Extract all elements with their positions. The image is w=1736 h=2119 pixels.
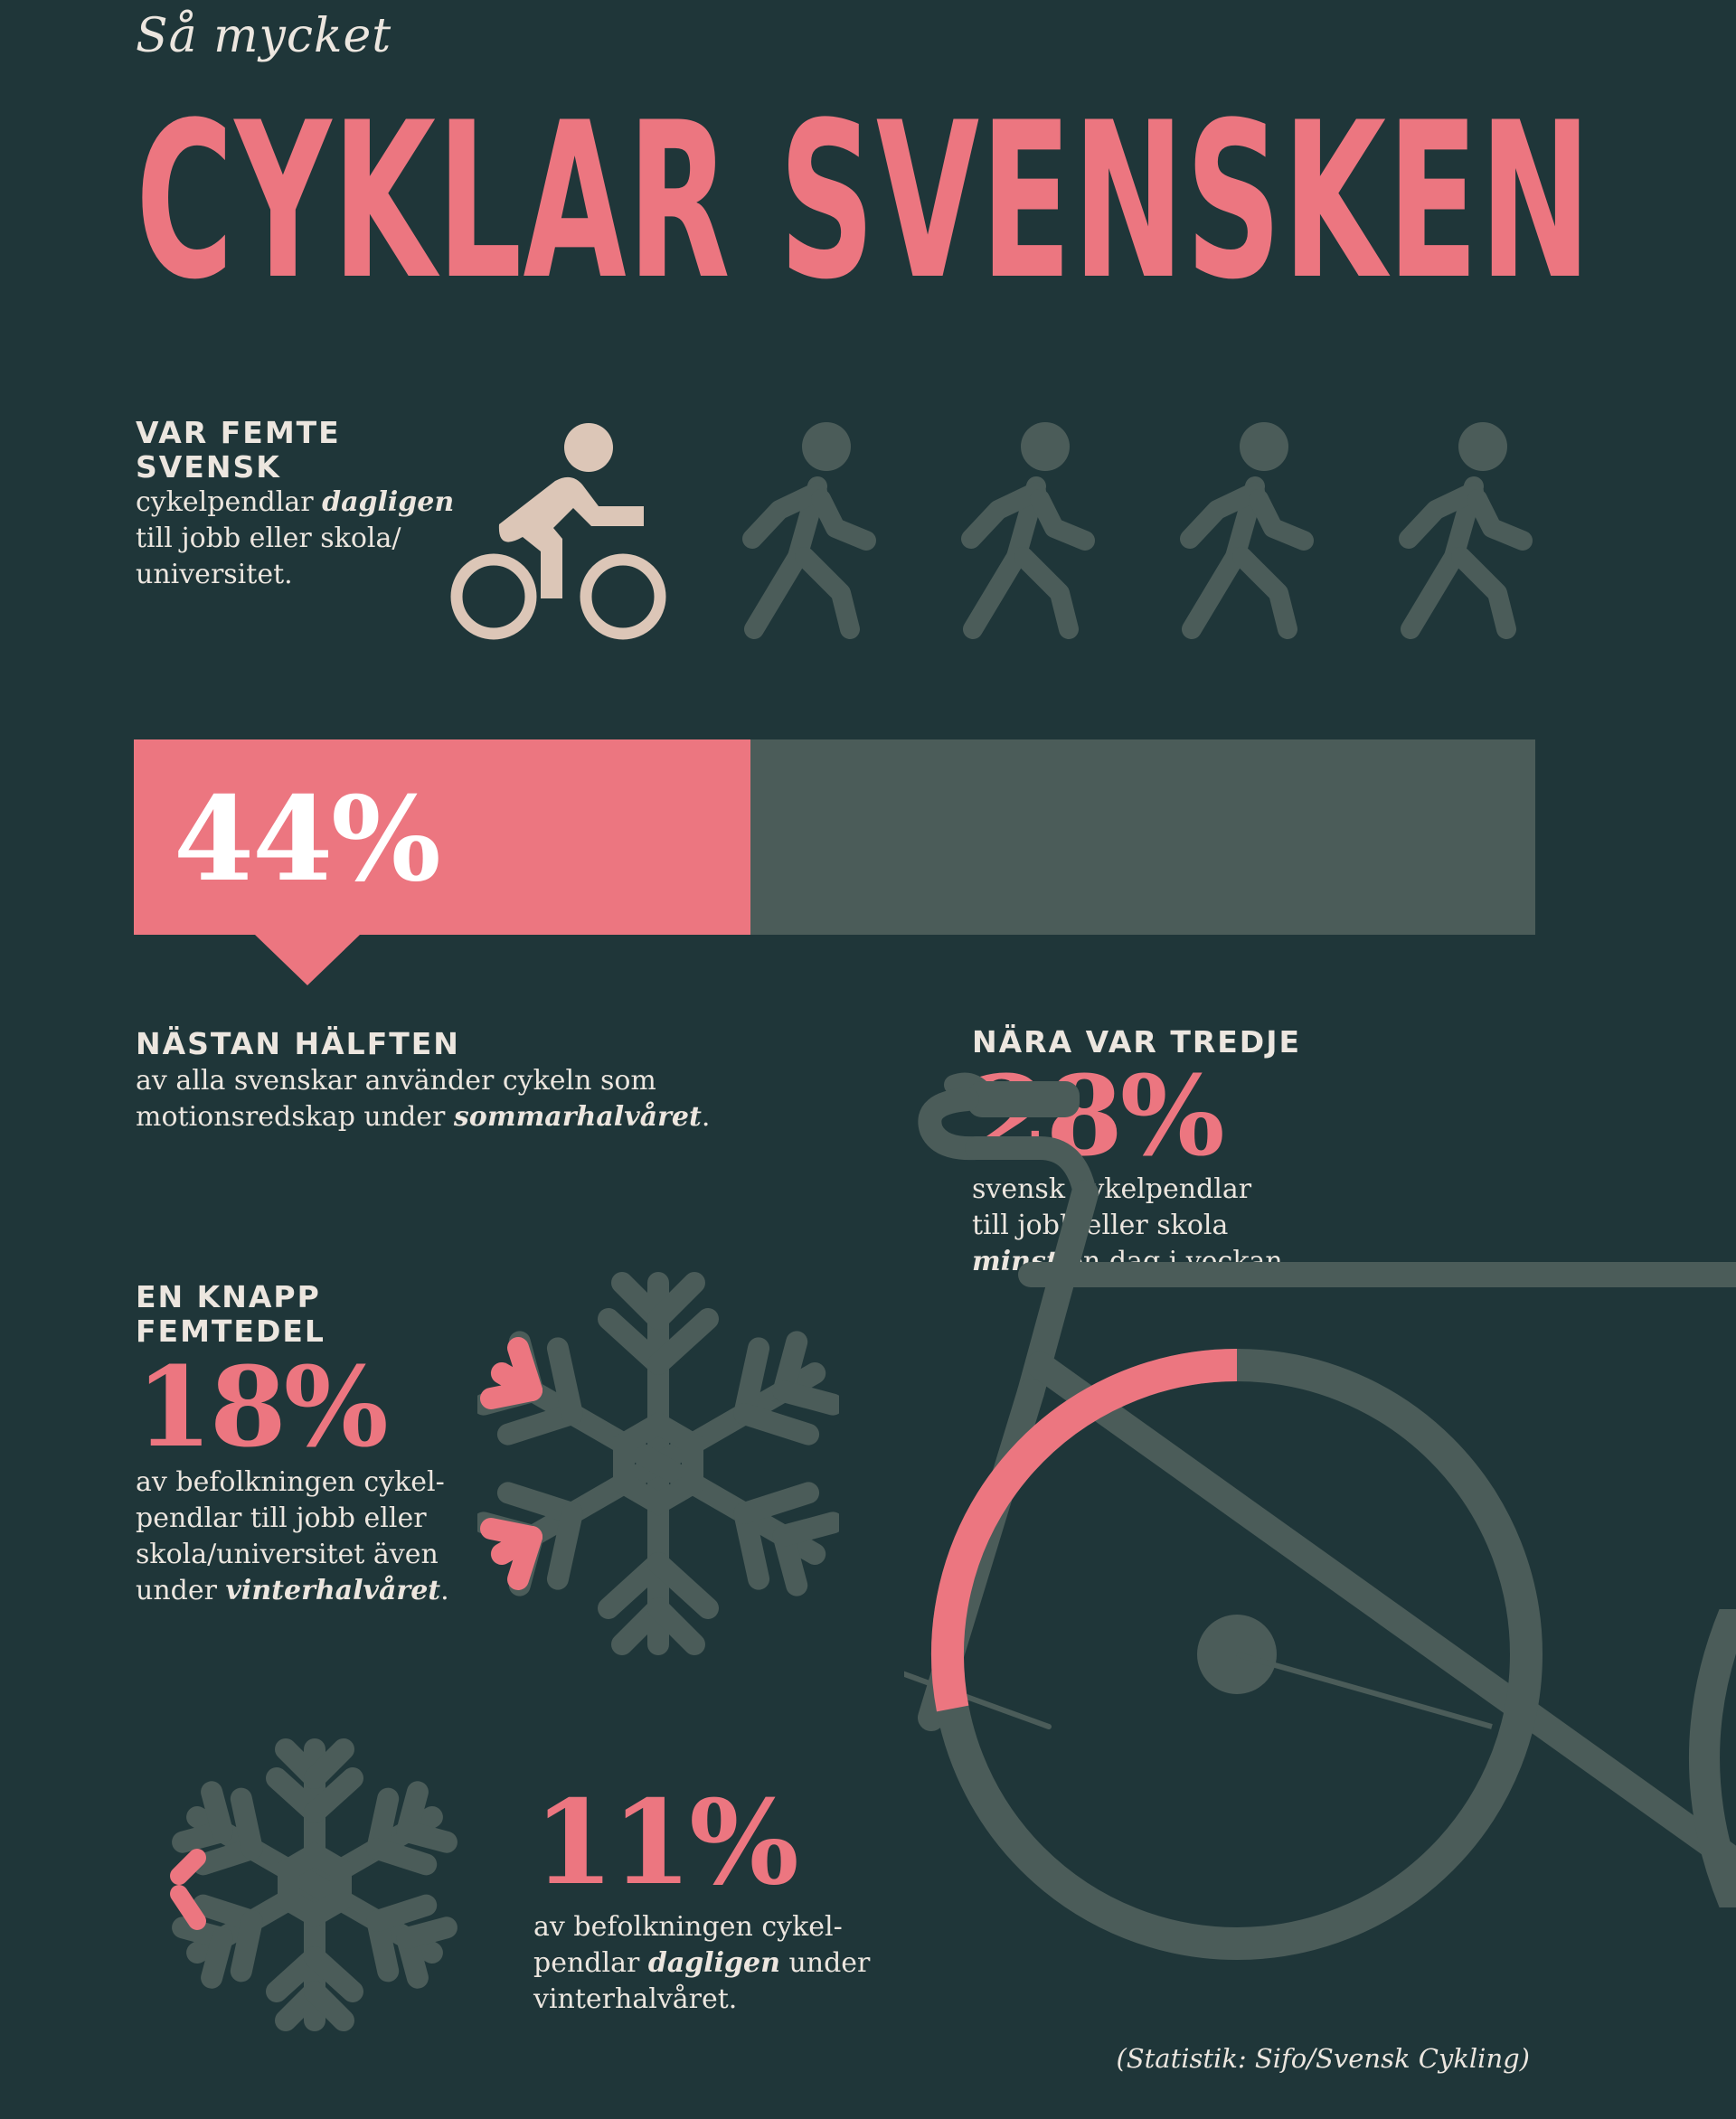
fact-winter-daily-text: av befolkningen cykel- pendlar dagligen …: [533, 1911, 871, 2015]
percentage-bar-fill: [134, 739, 750, 935]
rear-wheel-partial: [1689, 1609, 1736, 1907]
bar-pointer: [255, 935, 360, 985]
source-note: (Statistik: Sifo/Svensk Cykling): [1116, 2043, 1530, 2074]
percentage-bar-label: 44%: [174, 772, 441, 908]
fact-weekly-text: svensk cykelpendlar till jobb eller skol…: [972, 1173, 1292, 1277]
fact-weekly-heading: NÄRA VAR TREDJE: [972, 1024, 1302, 1060]
fact-summer: NÄSTAN HÄLFTEN av alla svenskar använder…: [136, 1027, 877, 1135]
fact-summer-heading: NÄSTAN HÄLFTEN: [136, 1026, 460, 1061]
wheel-progress-fill: [931, 1349, 1238, 1712]
fact-daily-text: cykelpendlar dagligen till jobb eller sk…: [136, 486, 455, 590]
snowflake-icon: [477, 1272, 839, 1655]
walker-icon: [961, 422, 1095, 639]
walker-icon: [742, 422, 876, 639]
snowflake-icon: [170, 1738, 458, 2031]
fact-winter-value: 18%: [136, 1342, 389, 1472]
wheel-progress-ring: [931, 1349, 1543, 1960]
cyclist-icon: [450, 423, 666, 640]
fact-winter-daily-value: 11%: [533, 1775, 799, 1911]
page-title: CYKLAR SVENSKEN: [136, 77, 1593, 327]
fact-daily-heading: VAR FEMTE SVENSK: [136, 415, 341, 485]
walker-icon: [1180, 422, 1314, 639]
fact-summer-text: av alla svenskar använder cykeln som mot…: [136, 1065, 711, 1133]
wheel-spoke: [1236, 1652, 1493, 1729]
fact-winter-text: av befolkningen cykel- pendlar till jobb…: [136, 1466, 449, 1606]
percentage-bar: 44%: [134, 739, 1535, 935]
walker-icon: [1399, 422, 1533, 639]
fact-weekly: NÄRA VAR TREDJE 28% svensk cykelpendlar …: [972, 1025, 1352, 1280]
fact-daily: VAR FEMTE SVENSK cykelpendlar dagligen t…: [136, 416, 479, 593]
subtitle: Så mycket: [136, 9, 392, 63]
fact-winter-daily: 11% av befolkningen cykel- pendlar dagli…: [533, 1785, 913, 2018]
fact-winter: EN KNAPP FEMTEDEL 18% av befolkningen cy…: [136, 1280, 479, 1609]
fact-winter-heading: EN KNAPP FEMTEDEL: [136, 1279, 326, 1349]
